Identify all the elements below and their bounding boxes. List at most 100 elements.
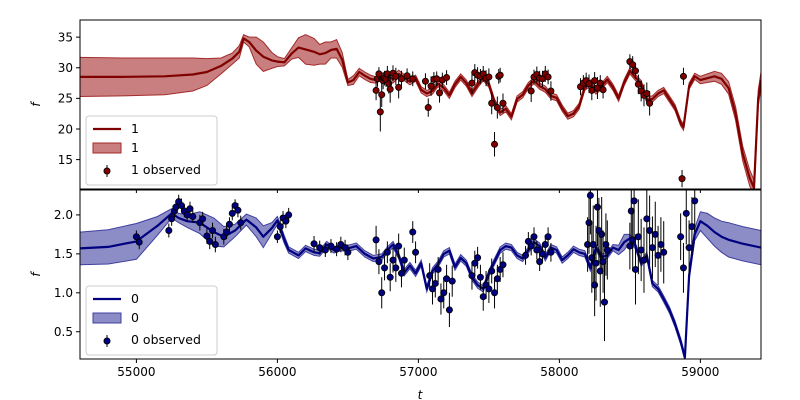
observed-point-bottom — [527, 236, 535, 256]
y-tick-label: 0.5 — [54, 325, 73, 339]
observed-point-top — [599, 81, 607, 99]
observed-point-top — [375, 67, 383, 81]
observed-point-top — [496, 67, 504, 83]
axes-frame-bottom — [79, 189, 762, 360]
observed-point-top — [588, 80, 596, 101]
observed-point-bottom — [599, 230, 607, 293]
observed-point-bottom — [135, 235, 143, 250]
y-tick-label: 20 — [58, 122, 73, 136]
observed-point-top — [646, 91, 654, 116]
observed-point-bottom — [412, 241, 420, 264]
observed-point-bottom — [538, 244, 546, 264]
legend-label-observed: 1 observed — [131, 162, 201, 177]
observed-point-bottom — [479, 282, 487, 311]
observed-point-bottom — [234, 203, 242, 218]
x-tick-label: 58000 — [540, 365, 578, 379]
legend-band-swatch — [92, 312, 122, 324]
observed-point-bottom — [603, 220, 611, 280]
observed-point-bottom — [440, 277, 448, 309]
observed-point-top — [421, 73, 429, 90]
observed-point-bottom — [378, 277, 386, 309]
observed-point-bottom — [654, 225, 662, 286]
observed-point-bottom — [333, 242, 341, 257]
observed-point-bottom — [428, 273, 436, 305]
observed-point-bottom — [533, 240, 541, 260]
observed-point-bottom — [643, 190, 651, 258]
observed-point-bottom — [634, 199, 642, 275]
observed-point-bottom — [383, 241, 391, 264]
x-axis-label: t — [418, 388, 424, 400]
observed-point-bottom — [488, 258, 496, 284]
x-tick-label: 56000 — [258, 365, 296, 379]
observed-point-bottom — [660, 221, 668, 284]
legend-label-line: 0 — [131, 291, 139, 306]
legend-label-band: 1 — [131, 140, 139, 155]
observed-point-bottom — [327, 239, 335, 254]
observed-point-top — [544, 69, 552, 85]
observed-point-bottom — [395, 233, 403, 259]
observed-point-bottom — [589, 205, 597, 284]
observed-point-bottom — [386, 263, 394, 292]
observed-point-bottom — [530, 227, 538, 247]
legend-label-line: 1 — [131, 121, 139, 136]
observed-point-bottom — [632, 234, 640, 305]
observed-point-top — [397, 70, 405, 87]
observed-point-top — [436, 83, 444, 103]
observed-point-bottom — [474, 246, 482, 269]
observed-point-bottom — [375, 249, 383, 275]
y-tick-label: 25 — [58, 92, 73, 106]
observed-point-top — [468, 72, 476, 95]
legend-top: 1 1 1 observed — [85, 115, 218, 186]
legend-label-observed: 0 observed — [131, 332, 201, 347]
legend-observed-swatch — [103, 335, 111, 347]
axes-frame-top — [79, 19, 762, 190]
observed-point-bottom — [199, 211, 207, 226]
observed-point-bottom — [165, 223, 173, 238]
legend-label-band: 0 — [131, 310, 139, 325]
observed-point-bottom — [485, 274, 493, 303]
observed-point-top — [372, 80, 380, 101]
observed-point-bottom — [321, 242, 329, 257]
panel-bottom: 0.5 1.0 1.5 2.0 f 55000 56000 57000 58000 59000 0… — [29, 189, 762, 379]
observed-point-bottom — [600, 263, 608, 342]
observed-point-bottom — [310, 235, 318, 252]
observed-point-bottom — [629, 208, 637, 271]
observed-point-bottom — [586, 190, 594, 235]
observed-point-bottom — [491, 277, 499, 309]
observed-point-top — [424, 98, 432, 117]
observed-point-bottom — [400, 247, 408, 273]
y-axis-label: f — [29, 101, 43, 107]
observed-point-bottom — [682, 190, 690, 245]
observed-point-top — [527, 80, 535, 103]
observed-point-bottom — [685, 220, 693, 275]
observed-point-bottom — [522, 246, 530, 265]
observed-point-top — [376, 92, 384, 132]
observed-point-bottom — [448, 265, 456, 297]
x-tick-label: 57000 — [399, 365, 437, 379]
observed-point-bottom — [679, 242, 687, 293]
x-tick-label: 59000 — [681, 365, 719, 379]
y-tick-label: 15 — [58, 153, 73, 167]
legend-box — [85, 285, 218, 356]
observed-point-top — [386, 75, 394, 103]
y-tick-label: 2.0 — [54, 208, 73, 222]
observed-point-bottom — [209, 222, 217, 239]
observed-point-bottom — [468, 261, 476, 290]
observed-point-bottom — [640, 227, 648, 293]
y-tick-label: 30 — [58, 61, 73, 75]
y-axis-label: f — [29, 271, 43, 277]
observed-point-top — [632, 62, 640, 79]
observed-point-bottom — [544, 227, 552, 247]
observed-point-bottom — [397, 259, 405, 288]
panel-top: 15 20 25 30 35 f 1 1 1 observed — [29, 19, 762, 193]
observed-point-top — [427, 76, 435, 96]
legend-band-swatch — [92, 142, 122, 154]
observed-point-top — [485, 68, 493, 86]
y-tick-label: 35 — [58, 30, 73, 44]
observed-point-bottom — [225, 217, 233, 232]
observed-point-top — [403, 68, 411, 84]
observed-point-bottom — [186, 201, 194, 216]
observed-point-bottom — [381, 255, 389, 281]
observed-point-bottom — [691, 190, 699, 233]
